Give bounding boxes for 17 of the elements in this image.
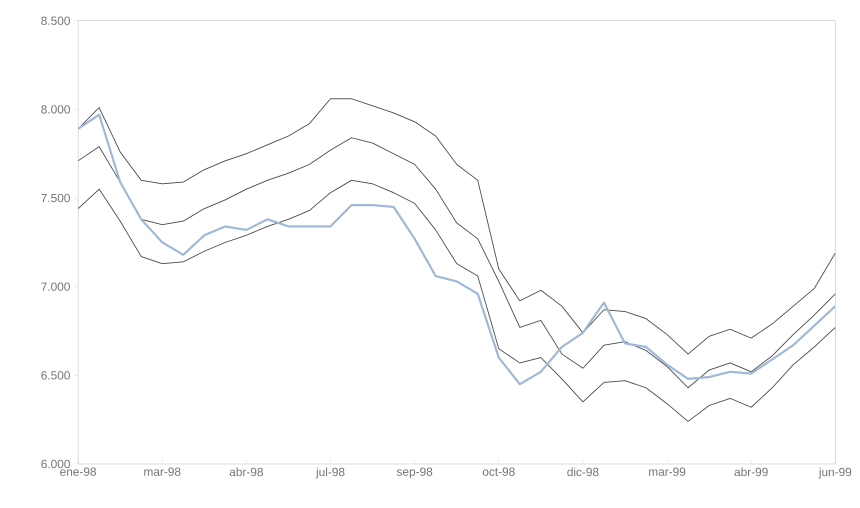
y-tick-label: 8.000	[41, 104, 70, 114]
y-tick-label: 7.000	[41, 282, 70, 291]
x-tick-label: jun-99	[818, 467, 852, 478]
x-tick-label: oct-98	[482, 467, 515, 476]
x-tick-label: mar-99	[649, 467, 686, 476]
y-tick-label: 8.500	[41, 16, 70, 25]
x-tick-label: abr-99	[734, 467, 768, 476]
y-tick-label: 6.500	[41, 370, 70, 380]
line-series	[78, 180, 836, 422]
y-tick-label: 6.000	[41, 460, 70, 468]
x-tick-label: mar-98	[144, 467, 180, 476]
x-tick-label: dic-98	[567, 467, 599, 476]
x-tick-label: abr-98	[230, 467, 263, 476]
y-tick-label: 7.500	[41, 194, 70, 202]
x-tick-label: ene-98	[60, 467, 96, 476]
x-tick-label: jul-98	[316, 467, 344, 478]
x-tick-label: sep-98	[396, 467, 432, 478]
